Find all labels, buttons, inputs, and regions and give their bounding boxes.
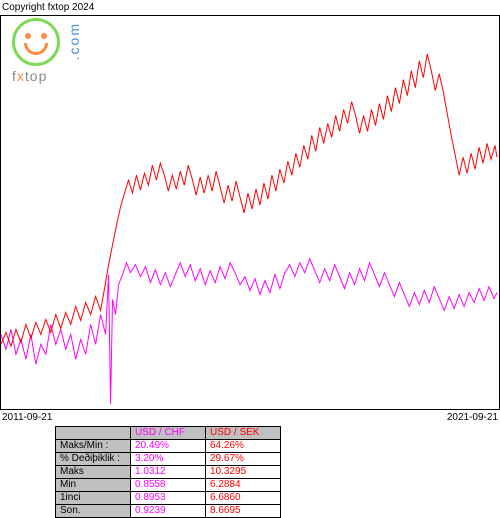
table-row: Son.0.92398.6695 (56, 505, 281, 518)
currency-chart (0, 15, 500, 410)
row-value-2: 6.2884 (206, 479, 281, 492)
row-label: % Deðiþiklik : (56, 453, 131, 466)
row-value-2: 6.6860 (206, 492, 281, 505)
table-row: Min0.85586.2884 (56, 479, 281, 492)
table-row: % Deðiþiklik :3.20%29.67% (56, 453, 281, 466)
row-label: Min (56, 479, 131, 492)
stats-table: USD / CHF USD / SEK Maks/Min :20.49%64.2… (55, 426, 281, 518)
series-line (1, 54, 497, 347)
copyright-text: Copyright fxtop 2024 (2, 2, 94, 13)
table-row: 1inci0.89536.6860 (56, 492, 281, 505)
series-line (1, 259, 497, 404)
row-label: Maks/Min : (56, 440, 131, 453)
row-value-1: 0.8558 (131, 479, 206, 492)
row-label: 1inci (56, 492, 131, 505)
table-row: Maks1.031210.3295 (56, 466, 281, 479)
chart-svg (1, 16, 499, 409)
header-series-2: USD / SEK (206, 427, 281, 440)
row-label: Maks (56, 466, 131, 479)
row-value-1: 3.20% (131, 453, 206, 466)
row-value-1: 0.8953 (131, 492, 206, 505)
row-label: Son. (56, 505, 131, 518)
row-value-1: 1.0312 (131, 466, 206, 479)
row-value-2: 29.67% (206, 453, 281, 466)
x-axis-start-label: 2011-09-21 (2, 412, 52, 423)
row-value-1: 0.9239 (131, 505, 206, 518)
row-value-2: 64.26% (206, 440, 281, 453)
x-axis-end-label: 2021-09-21 (447, 412, 498, 423)
row-value-2: 10.3295 (206, 466, 281, 479)
table-header-row: USD / CHF USD / SEK (56, 427, 281, 440)
row-value-1: 20.49% (131, 440, 206, 453)
header-blank (56, 427, 131, 440)
header-series-1: USD / CHF (131, 427, 206, 440)
row-value-2: 8.6695 (206, 505, 281, 518)
table-row: Maks/Min :20.49%64.26% (56, 440, 281, 453)
